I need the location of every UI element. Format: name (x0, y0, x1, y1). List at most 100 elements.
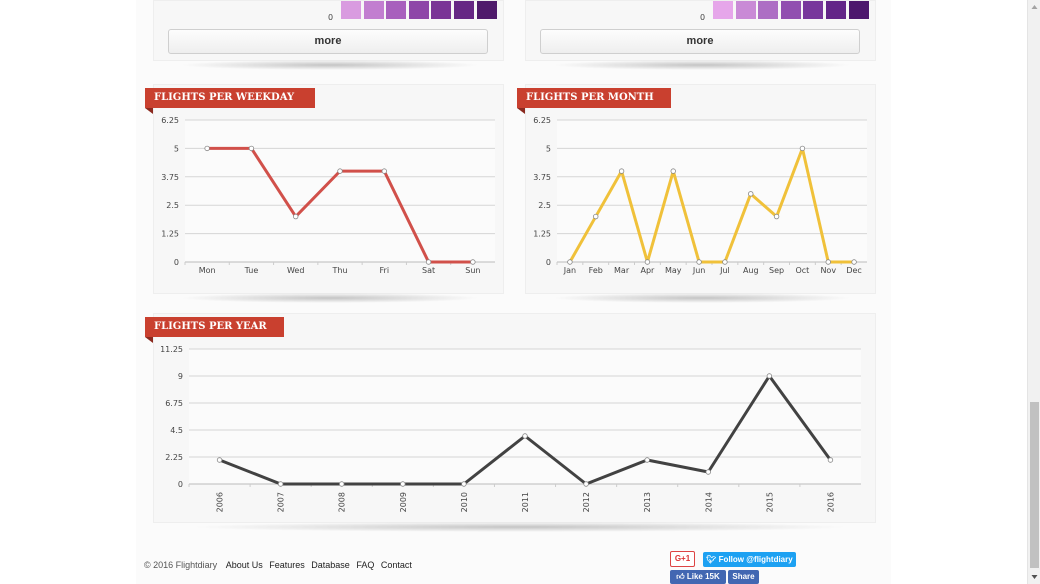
top-left-bars (341, 1, 501, 19)
year-chart: 11.25 9 6.75 4.5 2.25 0 2006 2007 2008 2009 2010 20… (160, 345, 861, 512)
series-line (568, 146, 855, 264)
data-point (766, 373, 773, 379)
y-tick-label: 4.5 (170, 426, 183, 435)
panel-shadow (180, 60, 480, 70)
year-chart-title: FLIGHTS PER YEAR (145, 317, 284, 337)
more-button-left[interactable]: more (168, 29, 488, 54)
thumbs-up-icon: 👍︎ (676, 572, 685, 581)
x-tick-label: 2008 (338, 492, 347, 512)
x-tick-label: Jul (719, 266, 730, 275)
histogram-bar (431, 1, 452, 19)
ribbon-fold (145, 108, 153, 114)
y-tick-label: 1.25 (161, 230, 179, 239)
google-plus-button[interactable]: G+1 (670, 551, 695, 567)
twitter-bird-icon: 🐦︎ (706, 555, 717, 564)
data-point (461, 481, 467, 487)
data-point (644, 259, 651, 265)
top-right-bars (713, 1, 873, 19)
data-point (593, 213, 599, 220)
x-tick-label: Oct (795, 266, 809, 275)
scroll-up-arrow-icon[interactable] (1028, 0, 1040, 14)
histogram-bar (363, 1, 384, 19)
data-point (799, 145, 806, 152)
y-tick-label: 0 (174, 258, 179, 267)
panel-shadow (180, 293, 480, 303)
panel-shadow (552, 293, 852, 303)
plot-area (185, 120, 495, 262)
twitter-follow-button[interactable]: 🐦︎ Follow @flightdiary (703, 552, 796, 567)
data-point (293, 213, 299, 220)
month-chart-title: FLIGHTS PER MONTH (517, 88, 671, 108)
plot-area (557, 120, 867, 262)
scroll-down-arrow-icon[interactable] (1028, 570, 1040, 584)
scroll-thumb[interactable] (1030, 402, 1039, 568)
x-tick-label: 2007 (277, 492, 286, 512)
histogram-bar (848, 1, 869, 19)
data-point (339, 481, 345, 487)
histogram-bar (476, 1, 497, 19)
data-point (216, 457, 223, 463)
y-tick-label: 6.25 (161, 116, 179, 125)
data-point (705, 469, 711, 475)
x-tick-label: 2006 (216, 492, 225, 512)
data-point (337, 168, 343, 174)
weekday-chart: 6.25 5 3.75 2.5 1.25 0 Mon Tue Wed Thu Fri Sat Sun (161, 116, 495, 275)
top-right-zero-label: 0 (700, 13, 706, 22)
data-point (425, 259, 432, 265)
histogram-bar (758, 1, 779, 19)
facebook-like-label: Like 15K (686, 572, 720, 581)
histogram-bar (454, 1, 474, 19)
footer-link-faq[interactable]: FAQ (356, 560, 375, 570)
panel-shadow (552, 60, 852, 70)
more-button-right[interactable]: more (540, 29, 860, 54)
facebook-like-button[interactable]: 👍︎ Like 15K (670, 570, 726, 584)
top-left-panel: 0 more (153, 0, 504, 61)
y-tick-label: 9 (178, 372, 183, 381)
x-tick-label: Sep (769, 266, 784, 275)
footer-link-contact[interactable]: Contact (380, 560, 412, 570)
x-tick-label: 2011 (521, 492, 530, 512)
histogram-bar (341, 1, 361, 19)
histogram-bar (735, 1, 756, 19)
data-point (696, 259, 702, 265)
scrollbar[interactable] (1027, 0, 1040, 584)
x-tick-label: 2010 (460, 492, 469, 512)
data-point (670, 168, 676, 174)
data-point (583, 481, 589, 487)
histogram-bar (803, 1, 824, 19)
x-tick-label: 2012 (582, 492, 591, 512)
y-tick-label: 3.75 (533, 173, 551, 182)
x-tick-label: 2013 (643, 492, 652, 512)
x-tick-label: Dec (846, 266, 861, 275)
footer-link-database[interactable]: Database (311, 560, 350, 570)
histogram-bar (386, 1, 407, 19)
x-tick-label: Sat (422, 266, 435, 275)
y-tick-label: 3.75 (161, 173, 179, 182)
panel-shadow (190, 522, 850, 532)
ribbon-fold (517, 108, 525, 114)
y-tick-label: 2.5 (166, 201, 179, 210)
x-tick-label: 2009 (399, 492, 408, 512)
x-tick-label: Aug (743, 266, 759, 275)
data-point (644, 457, 650, 463)
data-point (773, 213, 780, 220)
y-tick-label: 2.25 (165, 453, 183, 462)
data-point (470, 259, 476, 265)
facebook-share-button[interactable]: Share (728, 570, 759, 584)
x-tick-label: Jan (563, 266, 576, 275)
data-point (851, 259, 857, 265)
weekday-chart-title: FLIGHTS PER WEEKDAY (145, 88, 315, 108)
x-tick-label: May (665, 266, 682, 275)
data-point (722, 259, 728, 265)
footer-link-about[interactable]: About Us (225, 560, 263, 570)
y-tick-label: 11.25 (160, 345, 183, 354)
x-tick-label: Fri (380, 266, 390, 275)
x-tick-label: Mon (199, 266, 216, 275)
ribbon-fold (145, 337, 153, 343)
twitter-follow-label: Follow @flightdiary (718, 555, 793, 564)
data-point (567, 259, 573, 265)
histogram-bar (408, 1, 429, 19)
data-point (204, 145, 210, 152)
footer-link-features[interactable]: Features (269, 560, 305, 570)
y-tick-label: 1.25 (533, 230, 551, 239)
